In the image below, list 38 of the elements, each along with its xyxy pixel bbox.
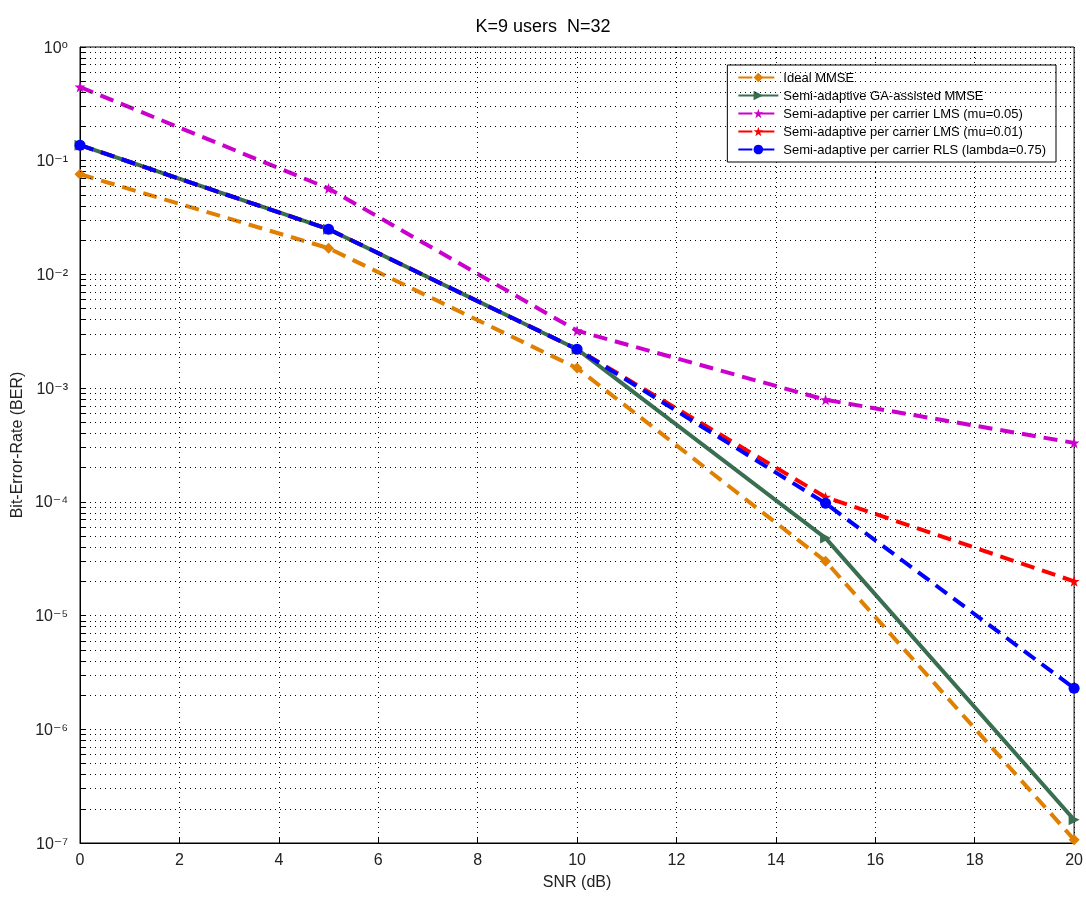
x-tick-label: 2	[174, 850, 184, 868]
y-tick-label: 10⁻⁴	[34, 493, 69, 511]
x-tick-label: 0	[75, 850, 85, 868]
point	[1068, 682, 1080, 694]
point	[323, 182, 335, 194]
x-axis-title: SNR (dB)	[542, 872, 612, 890]
x-tick-label: 10	[568, 850, 587, 868]
point	[571, 362, 583, 374]
point	[323, 242, 335, 254]
x-tick-label: 16	[866, 850, 885, 868]
point	[1068, 834, 1080, 846]
point	[820, 497, 832, 509]
chart-title: K=9 users N=32	[475, 16, 611, 36]
y-tick-label: 10⁻⁶	[35, 720, 69, 738]
y-tick-label: 10⁰	[43, 38, 69, 56]
legend-label: Semi-adaptive per carrier LMS (mu=0.01)	[783, 124, 1023, 139]
point	[820, 394, 832, 406]
x-tick-label: 20	[1065, 850, 1084, 868]
y-axis-title: Bit-Error-Rate (BER)	[7, 371, 25, 519]
x-tick-label: 14	[766, 850, 785, 868]
legend-label: Semi-adaptive per carrier LMS (mu=0.05)	[783, 106, 1023, 121]
y-tick-label: 10⁻³	[36, 379, 69, 397]
y-tick-label: 10⁻²	[36, 265, 69, 283]
y-tick-label: 10⁻⁷	[35, 834, 69, 852]
x-tick-label: 12	[667, 850, 686, 868]
point	[820, 532, 832, 544]
point	[74, 168, 86, 180]
point	[571, 325, 583, 337]
point	[820, 555, 832, 567]
legend-label: Ideal MMSE	[783, 70, 855, 85]
x-tick-label: 6	[373, 850, 383, 868]
legend-label: Semi-adaptive per carrier RLS (lambda=0.75)	[783, 142, 1047, 157]
y-tick-label: 10⁻⁵	[35, 607, 69, 625]
legend-label: Semi-adaptive GA-assisted MMSE	[783, 88, 984, 103]
y-tick-label: 10⁻¹	[36, 152, 69, 170]
x-tick-label: 18	[965, 850, 984, 868]
x-tick-label: 8	[473, 850, 483, 868]
x-tick-label: 4	[274, 850, 284, 868]
